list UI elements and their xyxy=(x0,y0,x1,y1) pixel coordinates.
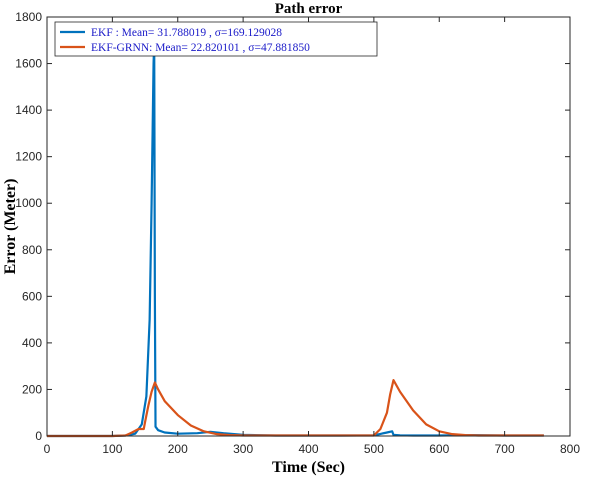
y-tick-label: 200 xyxy=(22,382,42,396)
x-tick-label: 200 xyxy=(168,442,188,456)
series-line-0 xyxy=(47,41,544,438)
x-tick-label: 500 xyxy=(364,442,384,456)
chart-title: Path error xyxy=(275,1,343,17)
x-tick-label: 100 xyxy=(102,442,122,456)
x-tick-label: 700 xyxy=(495,442,515,456)
y-tick-label: 400 xyxy=(22,336,42,350)
y-tick-label: 1600 xyxy=(15,57,42,71)
x-tick-label: 300 xyxy=(233,442,253,456)
y-tick-label: 1200 xyxy=(15,150,42,164)
x-tick-label: 400 xyxy=(298,442,318,456)
ticks-group: 0 100 200 300 400 500 600 700 800 0 200 400 600 800 10… xyxy=(15,10,580,456)
y-axis-label: Error (Meter) xyxy=(2,179,19,275)
plot-background xyxy=(47,17,570,436)
y-tick-label: 1400 xyxy=(15,103,42,117)
x-tick-label: 600 xyxy=(429,442,449,456)
x-axis-label: Time (Sec) xyxy=(272,459,345,476)
legend-box xyxy=(54,21,378,57)
legend-label-1: EKF-GRNN: Mean= 22.820101 , σ=47.881850 xyxy=(91,42,310,54)
plot-area: 0 100 200 300 400 500 600 700 800 0 200 400 600 800 10… xyxy=(15,10,580,456)
legend-label-0: EKF : Mean= 31.788019 , σ=169.129028 xyxy=(91,27,282,39)
y-tick-label: 800 xyxy=(22,243,42,257)
x-tick-label: 0 xyxy=(44,442,51,456)
y-tick-label: 1000 xyxy=(15,196,42,210)
y-tick-label: 1800 xyxy=(15,10,42,24)
x-tick-label: 800 xyxy=(560,442,580,456)
legend-items: EKF : Mean= 31.788019 , σ=169.129028 EKF-… xyxy=(60,27,310,54)
legend: EKF : Mean= 31.788019 , σ=169.129028 EKF-… xyxy=(54,21,378,57)
y-tick-label: 600 xyxy=(22,289,42,303)
y-tick-label: 0 xyxy=(35,429,42,443)
